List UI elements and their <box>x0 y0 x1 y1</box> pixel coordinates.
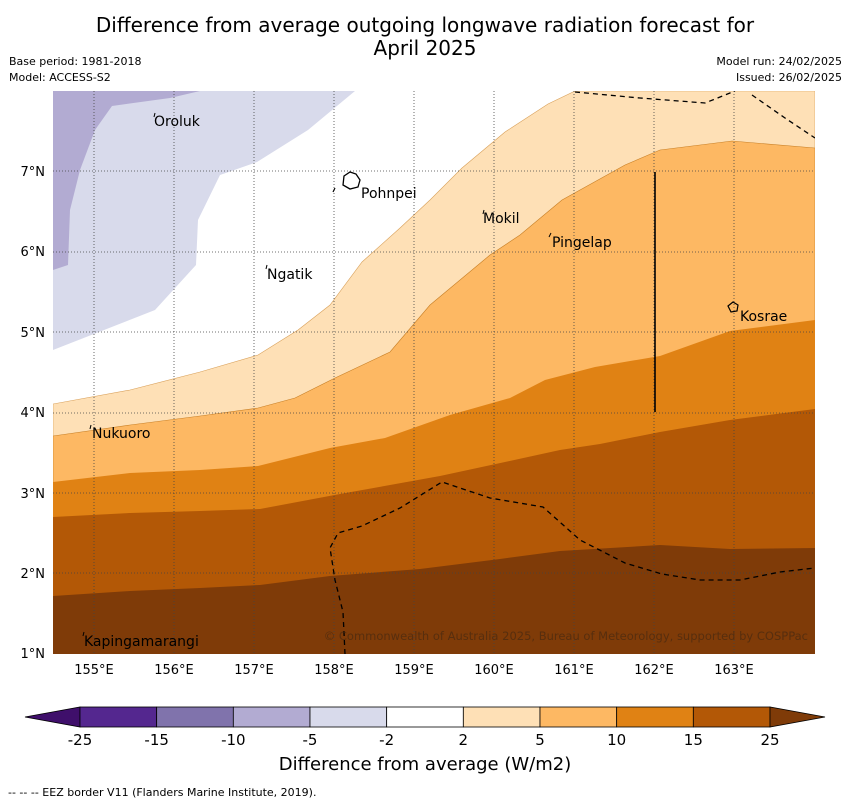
place-label-ngatik: Ngatik <box>267 267 313 283</box>
lon-axis: 155°E 156°E 157°E 158°E 159°E 160°E 161°… <box>74 663 754 678</box>
lat-label: 5°N <box>21 326 46 341</box>
colorbar-segment <box>79 706 158 728</box>
lat-label: 7°N <box>21 165 46 180</box>
lon-label: 159°E <box>394 663 434 678</box>
lon-label: 157°E <box>234 663 274 678</box>
title-line-1: Difference from average outgoing longwav… <box>95 13 755 37</box>
place-label-kosrae: Kosrae <box>740 309 787 325</box>
lat-label: 2°N <box>21 567 46 582</box>
lat-label: 6°N <box>21 245 46 260</box>
colorbar-tick-label: -5 <box>302 731 318 749</box>
colorbar-segment <box>462 706 541 728</box>
colorbar-tick-label: 5 <box>535 731 545 749</box>
lon-label: 160°E <box>474 663 514 678</box>
eez-footnote: -- -- -- EEZ border V11 (Flanders Marine… <box>8 786 317 799</box>
model-name: Model: ACCESS-S2 <box>9 71 111 84</box>
title-line-2: April 2025 <box>373 36 477 60</box>
colorbar-tick-label: -10 <box>221 731 246 749</box>
colorbar-segment <box>539 706 618 728</box>
colorbar-segment <box>386 706 464 728</box>
atoll-markers <box>82 112 552 637</box>
place-label-pingelap: Pingelap <box>552 235 612 251</box>
graticule <box>53 91 815 654</box>
meta-left: Base period: 1981-2018 Model: ACCESS-S2 <box>9 54 141 86</box>
lon-label: 163°E <box>714 663 754 678</box>
kosrae-island-shape <box>727 301 739 313</box>
place-label-oroluk: Oroluk <box>154 114 201 130</box>
map-plot-area <box>53 91 815 654</box>
lon-label: 156°E <box>154 663 194 678</box>
colorbar-segment <box>309 706 388 728</box>
place-label-nukuoro: Nukuoro <box>92 426 150 442</box>
lon-label: 162°E <box>634 663 674 678</box>
lat-label: 3°N <box>21 487 46 502</box>
lat-axis: 1°N 2°N 3°N 4°N 5°N 6°N 7°N <box>21 165 46 662</box>
colorbar-segment <box>616 706 694 728</box>
lat-label: 4°N <box>21 406 46 421</box>
base-period: Base period: 1981-2018 <box>9 55 142 68</box>
colorbar-segment <box>156 706 234 728</box>
colorbar-tick-label: -2 <box>379 731 395 749</box>
colorbar-tick-label: -15 <box>144 731 169 749</box>
copyright-notice: © Commonwealth of Australia 2025, Bureau… <box>324 629 808 643</box>
colorbar-segment <box>692 706 771 728</box>
eez-borders <box>329 91 815 654</box>
colorbar-tick-label: 15 <box>683 731 703 749</box>
colorbar-segment <box>232 706 311 728</box>
colorbar-tick-label: -25 <box>67 731 93 749</box>
colorbar-extend-low <box>24 706 81 728</box>
colorbar <box>24 706 826 728</box>
place-label-kapingamarangi: Kapingamarangi <box>84 634 199 650</box>
band-negative-medium <box>53 91 200 270</box>
lon-label: 155°E <box>74 663 114 678</box>
lon-label: 158°E <box>314 663 354 678</box>
meta-right: Model run: 24/02/2025 Issued: 26/02/2025 <box>716 54 842 86</box>
place-label-mokil: Mokil <box>483 211 520 227</box>
pohnpei-island-shape <box>342 171 361 190</box>
colorbar-title: Difference from average (W/m2) <box>278 754 572 775</box>
model-run: Model run: 24/02/2025 <box>716 55 842 68</box>
colorbar-tick-label: 2 <box>458 731 469 749</box>
colorbar-tick-label: 25 <box>760 731 780 749</box>
colorbar-tick-label: 10 <box>607 731 627 749</box>
place-label-pohnpei: Pohnpei <box>361 186 417 202</box>
lon-label: 161°E <box>554 663 594 678</box>
colorbar-extend-high <box>769 706 826 728</box>
band-negative-light <box>53 91 355 350</box>
map-title: Difference from average outgoing longwav… <box>0 14 850 60</box>
lat-label: 1°N <box>21 647 46 662</box>
issued-date: Issued: 26/02/2025 <box>735 71 842 84</box>
band-above-25 <box>53 545 815 654</box>
